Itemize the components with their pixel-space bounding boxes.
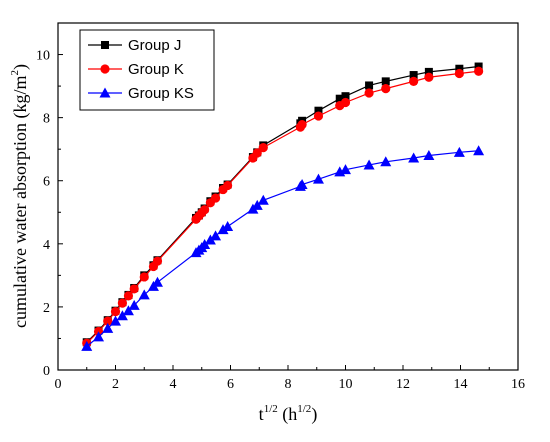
data-point (312, 173, 324, 184)
data-point (210, 193, 221, 203)
data-point (258, 143, 268, 153)
data-point (474, 66, 484, 76)
data-point (409, 71, 418, 80)
data-point (257, 194, 269, 205)
x-tick-label: 0 (55, 377, 62, 392)
x-axis-label-unit-close: ) (311, 404, 317, 425)
data-point (408, 152, 420, 163)
axes-layer: 0 2 4 6 8 10 12 14 16 0 2 4 6 8 10 (36, 22, 525, 392)
x-axis-label: t1/2 (h1/2) (259, 403, 318, 425)
y-axis-label-close: ) (10, 64, 31, 70)
x-tick-label: 8 (285, 377, 292, 392)
data-point (423, 149, 435, 160)
x-tick-label: 4 (170, 377, 177, 392)
data-point (453, 146, 465, 157)
series-layer (81, 62, 485, 351)
y-tick-label: 2 (43, 301, 50, 316)
y-tick-label: 4 (43, 238, 50, 253)
data-point (381, 77, 390, 86)
data-point (102, 322, 114, 333)
data-point (473, 145, 485, 156)
data-point (151, 276, 163, 287)
legend-marker (101, 41, 109, 49)
data-point (123, 291, 134, 301)
legend-item: Group KS (88, 85, 194, 102)
y-tick-label: 6 (43, 175, 50, 190)
data-point (138, 289, 150, 300)
data-point (363, 159, 375, 170)
data-point (116, 310, 128, 321)
data-point (341, 92, 350, 101)
data-point (313, 111, 324, 121)
data-point (340, 164, 351, 175)
data-point (365, 81, 374, 90)
legend-marker (100, 64, 110, 74)
legend-marker (99, 87, 111, 98)
y-axis-label: cumulative water absorption (kg/m2) (9, 64, 31, 328)
data-point (128, 299, 140, 310)
data-point (110, 315, 121, 326)
data-point (251, 199, 263, 210)
data-point (424, 72, 434, 82)
x-tick-label: 10 (339, 377, 353, 392)
data-point (454, 68, 464, 79)
data-point (129, 284, 139, 294)
data-point (93, 331, 105, 342)
data-point (340, 97, 351, 108)
legend: Group J Group K Group KS (79, 29, 215, 111)
x-axis-label-sup: 1/2 (264, 403, 278, 415)
y-tick-label: 0 (43, 364, 50, 379)
series-line (86, 70, 479, 344)
data-point (314, 106, 323, 115)
legend-item: Group K (88, 61, 184, 78)
x-tick-label: 12 (396, 377, 410, 392)
data-point (110, 307, 121, 317)
data-point (217, 224, 229, 235)
x-tick-label: 2 (112, 377, 119, 392)
data-point (139, 272, 149, 282)
data-point (81, 340, 93, 351)
data-point (117, 298, 127, 308)
data-point (252, 148, 262, 158)
data-point (210, 230, 222, 241)
y-axis-label-sup: 2 (9, 70, 21, 76)
data-point (200, 205, 210, 215)
x-tick-label: 6 (227, 377, 234, 392)
data-point (103, 316, 113, 326)
data-point (122, 305, 134, 316)
data-point (222, 220, 234, 231)
series-line (86, 150, 479, 347)
y-tick-label: 8 (43, 112, 50, 127)
data-point (204, 234, 216, 245)
x-axis-label-unit-sup: 1/2 (297, 403, 311, 415)
data-point (380, 156, 392, 167)
legend-label: Group KS (128, 85, 194, 102)
data-point (474, 62, 483, 71)
data-point (296, 179, 308, 190)
legend-label: Group J (128, 37, 181, 54)
data-point (223, 180, 233, 191)
x-tick-label: 16 (511, 377, 525, 392)
x-axis-label-unit-open: (h (278, 404, 298, 425)
data-point (381, 84, 391, 94)
data-point (199, 238, 211, 249)
data-point (409, 76, 419, 86)
series-group-ks (81, 145, 485, 351)
y-tick-label: 10 (36, 49, 50, 64)
x-axis-label-main: t (259, 404, 264, 424)
data-point (364, 88, 374, 98)
data-point (335, 94, 344, 103)
data-point (152, 256, 163, 266)
data-point (455, 64, 464, 73)
legend-item: Group J (88, 37, 181, 54)
legend-label: Group K (128, 61, 184, 78)
data-point (424, 67, 433, 76)
y-axis-label-main: cumulative water absorption (kg/m (10, 76, 31, 328)
data-point (297, 119, 307, 130)
x-tick-label: 14 (454, 377, 468, 392)
